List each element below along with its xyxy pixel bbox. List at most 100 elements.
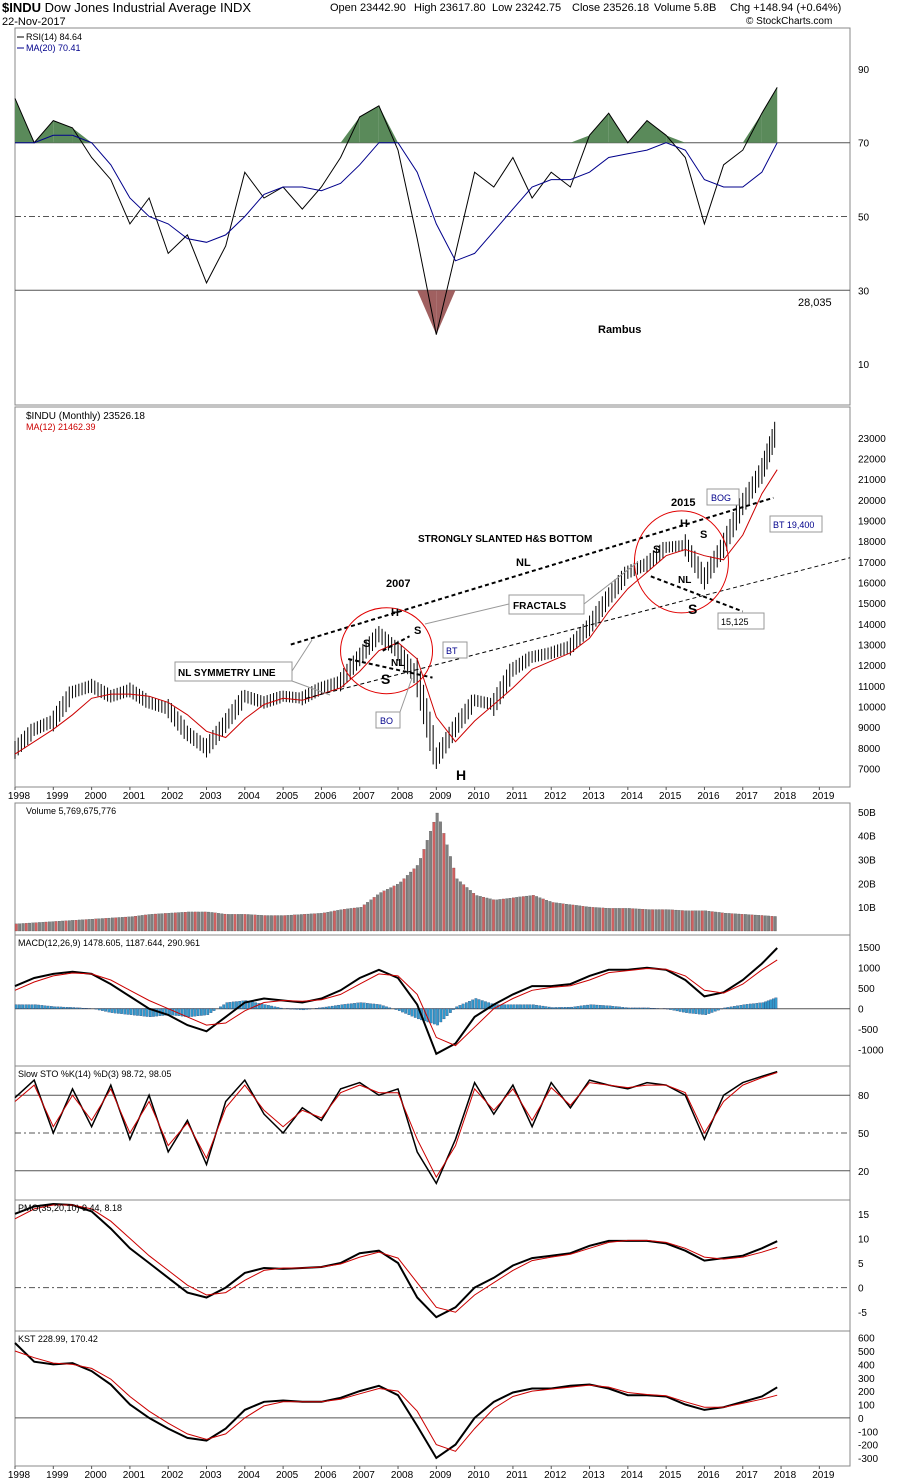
macd-histogram-bar — [452, 1008, 455, 1010]
x-tick-label: 2007 — [353, 791, 376, 802]
volume-bar — [548, 901, 552, 932]
volume-bar — [319, 913, 323, 932]
volume-bar — [531, 895, 535, 932]
volume-bar — [478, 896, 482, 932]
volume-bar — [193, 911, 197, 932]
volume-bar — [226, 914, 230, 932]
macd-histogram-bar — [570, 1006, 573, 1009]
macd-histogram-bar — [678, 1008, 682, 1012]
macd-histogram-bar — [21, 1004, 24, 1009]
x-tick-label: 2000 — [84, 791, 107, 802]
volume-bar — [402, 878, 406, 932]
x-tick-label: 2013 — [582, 791, 605, 802]
macd-histogram-bar — [107, 1008, 111, 1013]
y-tick-label: 20000 — [858, 496, 886, 507]
volume-bar — [256, 914, 260, 932]
macd-histogram-bar — [624, 1007, 628, 1009]
rsi-line — [14, 87, 778, 335]
y-tick-label: 500 — [858, 1347, 875, 1358]
y-tick-label: 0 — [858, 1414, 864, 1425]
volume-bar — [270, 915, 273, 932]
volume-bar — [379, 892, 383, 932]
volume-bar — [618, 908, 621, 932]
macd-histogram-bar — [353, 1003, 356, 1009]
x-tick-label-bottom: 2016 — [697, 1470, 720, 1481]
volume-bar — [445, 844, 449, 932]
y-tick-label: 23000 — [858, 434, 886, 445]
macd-histogram-bar — [145, 1008, 149, 1017]
volume-bar — [207, 911, 210, 932]
y-tick-label: 17000 — [858, 558, 886, 569]
x-tick-label: 2005 — [276, 791, 299, 802]
x-tick-label: 2009 — [429, 791, 452, 802]
annotation-pattern-title: STRONGLY SLANTED H&S BOTTOM — [418, 534, 592, 545]
annotation-head-2007: H — [391, 607, 399, 619]
volume-bar — [81, 919, 84, 932]
volume-bar — [396, 884, 399, 932]
panel-frame-kst — [14, 1330, 851, 1467]
macd-histogram-bar — [350, 1003, 353, 1009]
change-header: Chg +148.94 (+0.64%) — [730, 2, 842, 14]
volume-bar — [594, 907, 598, 932]
callout-pointer — [291, 680, 331, 696]
macd-histogram-bar — [292, 1008, 296, 1010]
volume-bar — [74, 920, 78, 932]
volume-bar — [273, 915, 277, 932]
volume-bar — [164, 913, 167, 932]
macd-histogram-bar — [366, 1003, 369, 1009]
volume-bar — [472, 893, 476, 932]
macd-histogram-bar — [219, 1006, 222, 1009]
volume-bar — [674, 909, 678, 932]
volume-bar — [127, 916, 131, 932]
volume-bar — [419, 858, 423, 932]
macd-histogram-bar — [34, 1004, 37, 1009]
annotation-year-2015: 2015 — [671, 497, 695, 509]
macd-histogram-bar — [554, 1007, 558, 1009]
annotation-head-2015: H — [680, 518, 688, 530]
macd-histogram-bar — [519, 1004, 522, 1009]
macd-histogram-bar — [72, 1007, 76, 1009]
volume-bar — [352, 907, 356, 932]
volume-bar — [687, 910, 691, 932]
volume-bar — [737, 913, 741, 932]
macd-histogram-bar — [410, 1008, 414, 1017]
macd-histogram-bar — [375, 1004, 379, 1009]
volume-bar — [71, 920, 75, 932]
annotation-shoulder-big: S — [381, 671, 390, 687]
macd-histogram-bar — [442, 1008, 446, 1020]
x-tick-label: 2004 — [238, 791, 261, 802]
macd-histogram-bar — [117, 1008, 120, 1014]
volume-bar — [342, 909, 346, 932]
volume-bar — [584, 906, 588, 932]
macd-histogram-bar — [439, 1008, 443, 1023]
annotation-bo: BO — [380, 716, 393, 726]
macd-histogram-bar — [713, 1008, 717, 1012]
volume-bar — [336, 910, 340, 932]
volume-bar — [631, 908, 635, 932]
macd-histogram-bar — [321, 1007, 325, 1009]
macd-histogram-bar — [592, 1004, 596, 1009]
volume-bar — [551, 902, 555, 932]
y-tick-label: 70 — [858, 139, 870, 150]
volume-bar — [313, 913, 316, 932]
y-tick-label: 19000 — [858, 517, 886, 528]
volume-bar — [246, 914, 250, 932]
volume-bar — [150, 914, 154, 932]
volume-bar — [369, 899, 373, 932]
y-tick-label: 50 — [858, 213, 870, 224]
macd-histogram-bar — [455, 1006, 459, 1009]
volume-bar — [293, 914, 297, 932]
volume-bar — [223, 913, 227, 932]
x-tick-label-bottom: 2011 — [506, 1470, 528, 1481]
annotation-nl-symmetry: NL SYMMETRY LINE — [178, 668, 276, 679]
macd-histogram-bar — [599, 1005, 602, 1009]
volume-bar — [124, 916, 128, 932]
macd-histogram-bar — [372, 1003, 376, 1009]
index-name: Dow Jones Industrial Average — [44, 0, 217, 15]
macd-histogram-bar — [509, 1004, 513, 1009]
macd-histogram-bar — [129, 1008, 133, 1015]
macd-histogram-bar — [225, 1002, 229, 1009]
kst-legend: KST 228.99, 170.42 — [18, 1334, 98, 1344]
neckline-upper — [290, 496, 774, 646]
macd-histogram-bar — [516, 1004, 519, 1009]
